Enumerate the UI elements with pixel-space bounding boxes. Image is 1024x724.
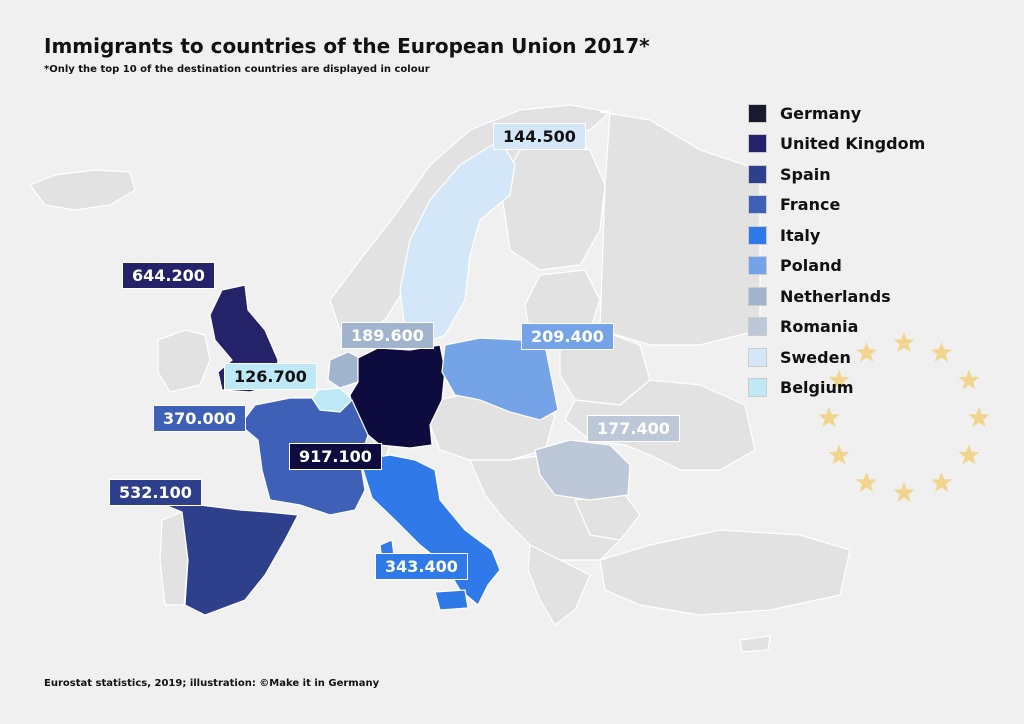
legend-item: Italy bbox=[748, 220, 925, 251]
legend-label: United Kingdom bbox=[780, 134, 926, 154]
legend-label: Germany bbox=[780, 103, 862, 123]
legend-swatch bbox=[748, 134, 767, 154]
legend-item: France bbox=[748, 190, 925, 221]
ireland-shape bbox=[157, 329, 211, 393]
legend-swatch bbox=[748, 195, 767, 215]
legend-label: Poland bbox=[780, 256, 842, 276]
legend-label: Romania bbox=[780, 317, 859, 337]
netherlands-shape bbox=[327, 351, 361, 389]
chart-subtitle: *Only the top 10 of the destination coun… bbox=[44, 64, 430, 75]
legend-item: Germany bbox=[748, 98, 925, 129]
legend-label: Netherlands bbox=[780, 286, 891, 306]
legend-item: Poland bbox=[748, 251, 925, 282]
iceland-shape bbox=[29, 169, 136, 211]
eu-star-icon bbox=[931, 342, 952, 362]
legend: Germany United Kingdom Spain France Ital… bbox=[748, 98, 925, 403]
eu-star-icon bbox=[856, 342, 877, 362]
legend-swatch bbox=[748, 317, 767, 337]
eu-star-icon bbox=[968, 407, 990, 427]
legend-item: United Kingdom bbox=[748, 129, 925, 160]
sicily-shape bbox=[434, 589, 469, 611]
belgium-value-label: 126.700 bbox=[224, 363, 317, 390]
source-note: Eurostat statistics, 2019; illustration:… bbox=[44, 678, 380, 689]
legend-label: France bbox=[780, 195, 841, 215]
italy-value-label: 343.400 bbox=[375, 553, 468, 580]
eu-star-icon bbox=[818, 407, 840, 427]
greece-shape bbox=[527, 544, 591, 626]
france-value-label: 370.000 bbox=[153, 405, 246, 432]
russia-shape bbox=[599, 111, 761, 346]
eu-star-icon bbox=[828, 444, 850, 465]
spain-shape bbox=[164, 504, 299, 616]
legend-item: Belgium bbox=[748, 373, 925, 404]
legend-label: Italy bbox=[780, 225, 821, 245]
legend-item: Netherlands bbox=[748, 281, 925, 312]
germany-value-label: 917.100 bbox=[289, 443, 382, 470]
legend-swatch bbox=[748, 286, 767, 306]
legend-label: Sweden bbox=[780, 347, 851, 367]
legend-label: Spain bbox=[780, 164, 831, 184]
legend-swatch bbox=[748, 347, 767, 367]
eu-star-icon bbox=[958, 444, 980, 465]
spain-value-label: 532.100 bbox=[109, 479, 202, 506]
legend-item: Romania bbox=[748, 312, 925, 343]
uk-value-label: 644.200 bbox=[122, 262, 215, 289]
netherlands-value-label: 189.600 bbox=[341, 322, 434, 349]
romania-value-label: 177.400 bbox=[587, 415, 680, 442]
legend-swatch bbox=[748, 103, 767, 123]
cyprus-shape bbox=[739, 635, 771, 653]
legend-swatch bbox=[748, 225, 767, 245]
sweden-shape bbox=[399, 139, 516, 346]
legend-swatch bbox=[748, 256, 767, 276]
eu-star-icon bbox=[828, 369, 850, 390]
eu-star-icon bbox=[856, 472, 877, 492]
legend-label: Belgium bbox=[780, 378, 854, 398]
legend-item: Sweden bbox=[748, 342, 925, 373]
eu-star-icon bbox=[958, 369, 980, 390]
legend-swatch bbox=[748, 378, 767, 398]
legend-swatch bbox=[748, 164, 767, 184]
eu-star-icon bbox=[893, 332, 915, 352]
legend-item: Spain bbox=[748, 159, 925, 190]
finland-shape bbox=[499, 139, 606, 271]
romania-shape bbox=[534, 439, 631, 501]
eu-star-icon bbox=[931, 472, 952, 492]
sweden-value-label: 144.500 bbox=[493, 123, 586, 150]
chart-title: Immigrants to countries of the European … bbox=[44, 34, 650, 58]
turkey-shape bbox=[599, 529, 851, 616]
poland-shape bbox=[441, 337, 559, 421]
poland-value-label: 209.400 bbox=[521, 323, 614, 350]
eu-star-icon bbox=[893, 482, 915, 502]
